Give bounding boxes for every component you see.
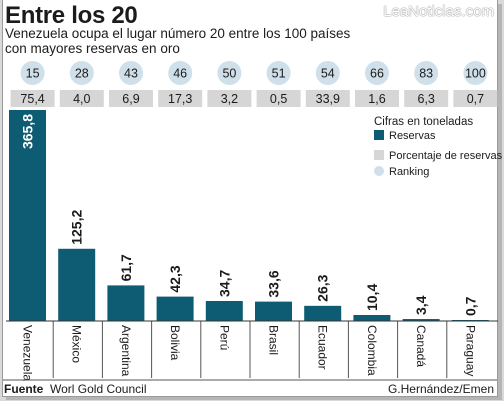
frame-shadow-right (498, 4, 502, 399)
rank-label: 50 (222, 67, 236, 81)
percent-box (256, 90, 301, 107)
percent-box (404, 90, 449, 107)
bar (304, 305, 342, 321)
value-label: 26,3 (315, 274, 331, 301)
category-label: Paraguay (463, 325, 477, 376)
percent-label: 0,5 (270, 92, 287, 106)
percent-label: 17,3 (168, 92, 192, 106)
percent-box (109, 90, 153, 107)
rank-circle (119, 61, 143, 85)
rank-label: 54 (321, 67, 335, 81)
rank-circle (168, 61, 193, 85)
subtitle-line-1: Venezuela ocupa el lugar número 20 entre… (5, 26, 351, 41)
legend-swatch-bar (374, 130, 384, 140)
bar (156, 296, 194, 321)
percent-box (59, 90, 104, 107)
bar (402, 319, 440, 321)
value-labels: 365,8 125,2 61,7 42,3 34,7 33,6 26,3 10,4 3,4 0,7 (20, 114, 479, 316)
rank-label: 83 (419, 67, 433, 81)
legend-item-label: Ranking (389, 166, 429, 178)
legend: Cifras en toneladas Reservas Porcentaje de… (370, 112, 503, 186)
rank-label: 51 (272, 67, 286, 81)
rank-circle (69, 61, 94, 85)
legend-swatch-percent (374, 150, 384, 160)
category-label: Brasil (267, 325, 281, 355)
value-label: 3,4 (413, 295, 429, 315)
value-label: 0,7 (462, 296, 478, 316)
rank-label: 43 (124, 67, 138, 81)
percent-label: 75,4 (20, 92, 44, 106)
percent-label: 6,3 (418, 92, 435, 106)
rank-circle (217, 61, 242, 85)
footer: Fuente Worl Gold Council G.Hernández/Emen (3, 379, 497, 396)
bar (107, 285, 145, 321)
frame-shadow-bottom (6, 397, 502, 400)
rank-label: 28 (75, 67, 89, 81)
rank-circle (463, 61, 488, 85)
category-label: Argentina (119, 325, 133, 377)
page-title: Entre los 20 (5, 2, 138, 29)
bar (353, 315, 391, 321)
percent-label: 3,2 (221, 92, 238, 106)
value-label: 365,8 (20, 114, 36, 149)
rank-label: 66 (370, 67, 384, 81)
value-label: 34,7 (216, 270, 232, 297)
percent-box (305, 90, 350, 107)
percent-label: 6,9 (122, 92, 139, 106)
bars (9, 110, 489, 321)
rank-label: 15 (26, 67, 40, 81)
rank-circle (365, 61, 389, 85)
percent-box (355, 90, 399, 107)
percent-label: 33,9 (316, 92, 340, 106)
subtitle: Venezuela ocupa el lugar número 20 entre… (5, 26, 350, 56)
percent-row: 75,4 4,0 6,9 17,3 3,2 0,5 33,9 1,6 6,3 0,7 (10, 90, 498, 107)
bar (9, 110, 46, 321)
bar (58, 248, 96, 321)
legend-item-label: Porcentaje de reservas (389, 150, 503, 162)
rank-circle (315, 61, 340, 85)
rank-circle (414, 61, 439, 85)
rank-circle (20, 61, 45, 85)
source-text: Worl Gold Council (50, 382, 146, 396)
ranking-row: 15 28 43 46 50 51 54 66 83 100 (20, 61, 488, 85)
category-label: Bolivia (168, 325, 182, 361)
rank-label: 46 (173, 67, 187, 81)
category-label: Colombia (365, 325, 379, 376)
legend-item-label: Reservas (389, 130, 436, 142)
bar (255, 301, 292, 321)
percent-label: 0,7 (467, 92, 484, 106)
category-label: Canadá (414, 325, 428, 367)
category-label: México (70, 325, 84, 363)
subtitle-line-2: con mayores reservas en oro (5, 41, 180, 56)
category-label: Ecuador (316, 325, 330, 370)
rank-label: 100 (465, 67, 486, 81)
legend-box (370, 112, 494, 186)
percent-label: 1,6 (368, 92, 385, 106)
bar (205, 300, 243, 321)
value-label: 33,6 (266, 270, 282, 297)
value-label: 10,4 (364, 284, 380, 311)
value-label: 42,3 (167, 265, 183, 292)
rank-circle (266, 61, 291, 85)
legend-heading: Cifras en toneladas (374, 116, 473, 128)
credit-text: G.Hernández/Emen (388, 382, 494, 396)
watermark-text: LeaNoticias.com (383, 3, 494, 20)
percent-box (10, 90, 55, 107)
category-label: Perú (217, 325, 231, 350)
percent-label: 4,0 (73, 92, 90, 106)
percent-box (453, 90, 498, 107)
percent-box (207, 90, 252, 107)
value-label: 125,2 (69, 210, 85, 245)
legend-swatch-rank (374, 166, 384, 176)
category-label: Venezuela (21, 325, 35, 381)
source-label: Fuente (4, 382, 44, 396)
category-labels: Venezuela México Argentina Bolivia Perú Brasi… (6, 320, 498, 381)
value-label: 61,7 (118, 254, 134, 281)
percent-box (158, 90, 203, 107)
